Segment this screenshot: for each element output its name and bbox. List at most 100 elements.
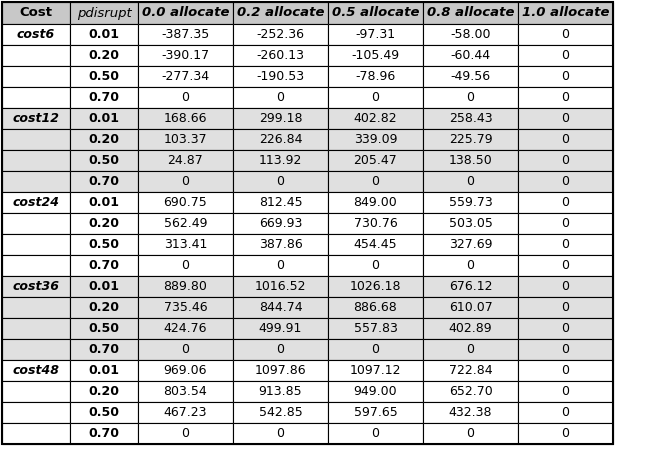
Bar [328, 150, 423, 171]
Bar [2, 297, 70, 318]
Text: -277.34: -277.34 [162, 70, 209, 83]
Text: -58.00: -58.00 [450, 28, 491, 41]
Bar [423, 45, 518, 66]
Bar [233, 129, 328, 150]
Text: 690.75: 690.75 [164, 196, 207, 209]
Bar [2, 381, 70, 402]
Bar [518, 129, 613, 150]
Bar [138, 171, 233, 192]
Bar [2, 87, 70, 108]
Text: 0.01: 0.01 [89, 28, 119, 41]
Bar [423, 297, 518, 318]
Bar [423, 192, 518, 213]
Bar [423, 2, 518, 24]
Text: Cost: Cost [19, 7, 52, 19]
Bar [518, 318, 613, 339]
Bar [138, 108, 233, 129]
Bar [423, 360, 518, 381]
Bar [423, 87, 518, 108]
Bar [518, 87, 613, 108]
Bar [233, 381, 328, 402]
Text: -78.96: -78.96 [356, 70, 396, 83]
Bar [328, 108, 423, 129]
Bar [233, 171, 328, 192]
Bar [518, 108, 613, 129]
Bar [423, 318, 518, 339]
Text: 0: 0 [562, 133, 570, 146]
Bar [518, 150, 613, 171]
Text: 0.70: 0.70 [89, 427, 119, 440]
Text: 722.84: 722.84 [449, 364, 493, 377]
Bar [233, 402, 328, 423]
Bar [423, 213, 518, 234]
Text: 803.54: 803.54 [164, 385, 207, 398]
Text: pdisrupt: pdisrupt [76, 7, 132, 19]
Text: 0.0 allocate: 0.0 allocate [142, 7, 229, 19]
Text: 313.41: 313.41 [164, 238, 207, 251]
Bar [423, 423, 518, 444]
Bar [138, 318, 233, 339]
Bar [70, 276, 138, 297]
Bar [138, 192, 233, 213]
Bar [518, 360, 613, 381]
Bar [328, 297, 423, 318]
Bar [138, 402, 233, 423]
Text: 0.70: 0.70 [89, 91, 119, 104]
Text: 503.05: 503.05 [448, 217, 493, 230]
Text: cost12: cost12 [13, 112, 60, 125]
Bar [233, 255, 328, 276]
Bar [70, 255, 138, 276]
Bar [518, 2, 613, 24]
Bar [518, 276, 613, 297]
Text: 0.50: 0.50 [89, 70, 119, 83]
Bar [518, 129, 613, 150]
Bar [70, 381, 138, 402]
Bar [2, 234, 70, 255]
Text: 0: 0 [562, 91, 570, 104]
Text: 949.00: 949.00 [354, 385, 397, 398]
Text: 0.50: 0.50 [89, 238, 119, 251]
Bar [423, 423, 518, 444]
Text: 0.01: 0.01 [89, 112, 119, 125]
Bar [423, 318, 518, 339]
Text: 454.45: 454.45 [354, 238, 397, 251]
Text: 467.23: 467.23 [164, 406, 207, 419]
Text: 0: 0 [562, 238, 570, 251]
Bar [233, 129, 328, 150]
Text: 0.70: 0.70 [89, 175, 119, 188]
Bar [328, 255, 423, 276]
Text: -252.36: -252.36 [256, 28, 305, 41]
Bar [328, 360, 423, 381]
Text: 0: 0 [562, 406, 570, 419]
Bar [70, 423, 138, 444]
Text: 557.83: 557.83 [354, 322, 397, 335]
Bar [328, 423, 423, 444]
Text: 0.70: 0.70 [89, 259, 119, 272]
Text: 0: 0 [562, 196, 570, 209]
Text: -97.31: -97.31 [356, 28, 396, 41]
Text: cost36: cost36 [13, 280, 60, 293]
Bar [2, 360, 70, 381]
Bar [328, 318, 423, 339]
Bar [233, 255, 328, 276]
Text: cost24: cost24 [13, 196, 60, 209]
Bar [233, 276, 328, 297]
Text: 0: 0 [562, 427, 570, 440]
Text: 0: 0 [466, 91, 474, 104]
Bar [138, 339, 233, 360]
Text: 0: 0 [562, 259, 570, 272]
Text: 0.70: 0.70 [89, 343, 119, 356]
Bar [138, 129, 233, 150]
Bar [518, 150, 613, 171]
Bar [2, 276, 70, 297]
Text: 0: 0 [372, 91, 380, 104]
Bar [328, 339, 423, 360]
Text: 0: 0 [562, 49, 570, 62]
Bar [70, 108, 138, 129]
Text: 0.20: 0.20 [89, 217, 119, 230]
Bar [328, 24, 423, 45]
Bar [423, 108, 518, 129]
Bar [518, 213, 613, 234]
Bar [423, 24, 518, 45]
Bar [70, 150, 138, 171]
